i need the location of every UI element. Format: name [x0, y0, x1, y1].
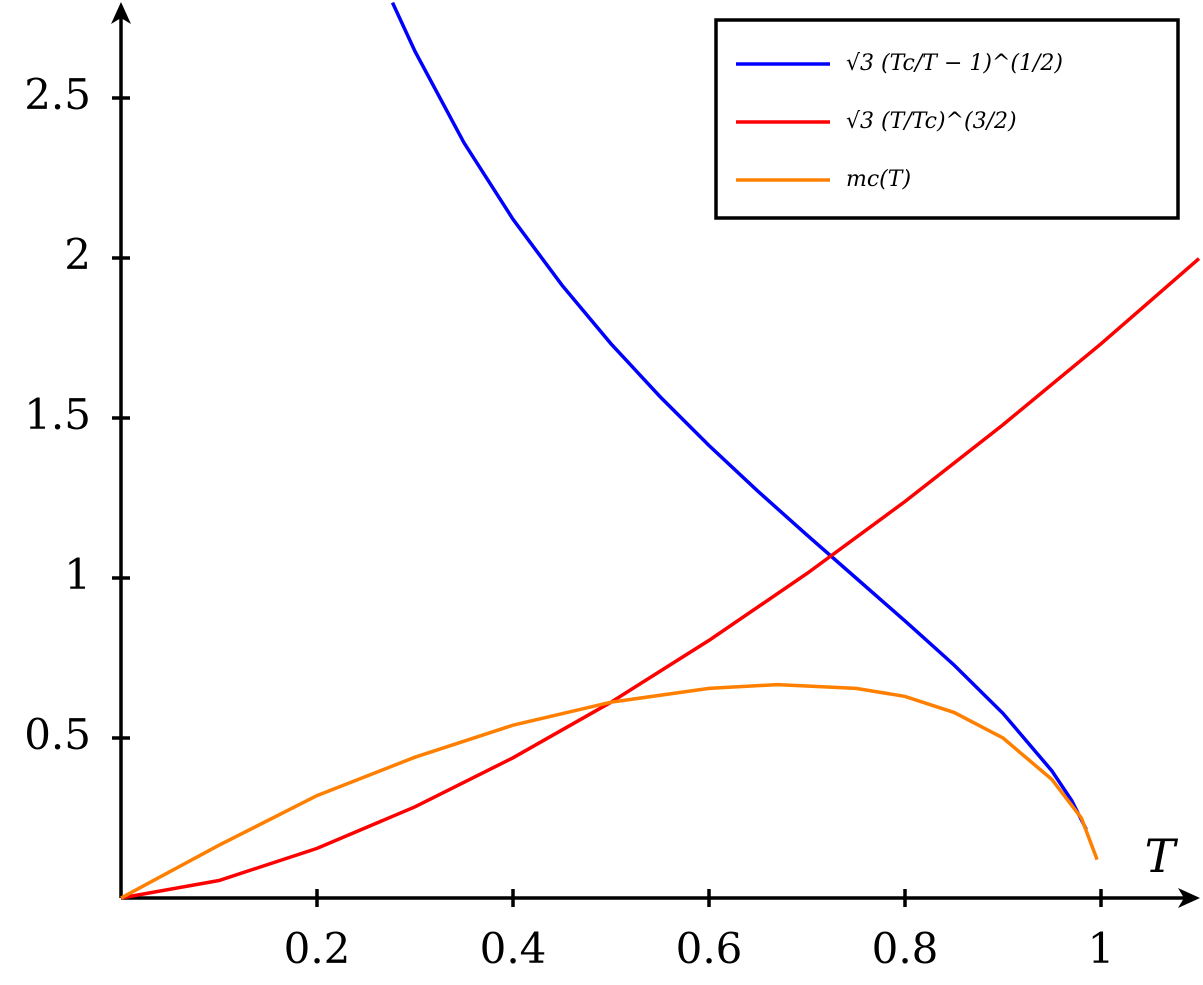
- plot-area: 0.2 0.4 0.6 0.8 1 0.5 1 1.5 2 2.5: [24, 1, 1201, 973]
- y-tick-label: 2.5: [24, 70, 91, 119]
- y-tick-label: 2: [64, 230, 91, 279]
- y-tick-label: 1.5: [24, 390, 91, 439]
- legend: √3 (Tc/T − 1)^(1/2) √3 (T/Tc)^(3/2) mc(T): [736, 51, 1063, 192]
- x-axis-label: T: [1145, 829, 1179, 883]
- y-arrow: [111, 2, 131, 24]
- x-tick-label: 0.8: [872, 924, 939, 973]
- y-tick-label: 0.5: [24, 710, 91, 759]
- line-series: [390, 1, 1088, 831]
- x-tick-label: 0.4: [480, 924, 547, 973]
- x-tick-label: 0.6: [676, 924, 743, 973]
- legend-label: mc(T): [846, 167, 911, 192]
- line-series: [120, 257, 1201, 900]
- legend-label: √3 (Tc/T − 1)^(1/2): [846, 51, 1063, 76]
- legend-box: [714, 18, 1180, 220]
- x-tick-label: 1: [1088, 924, 1115, 973]
- x-tick-label: 0.2: [284, 924, 351, 973]
- x-arrow: [1178, 888, 1200, 908]
- y-tick-label: 1: [64, 550, 91, 599]
- legend-label: √3 (T/Tc)^(3/2): [846, 109, 1017, 134]
- line-series: [120, 682, 1099, 900]
